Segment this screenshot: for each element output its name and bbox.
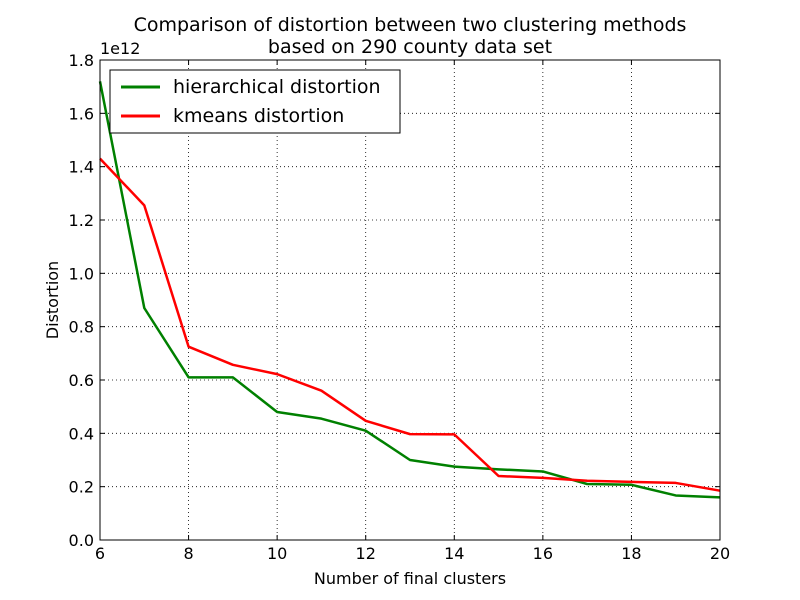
x-tick-label: 14 [444,544,464,563]
y-tick-label: 0.2 [69,478,94,497]
series-line-hierarchical [98,81,721,499]
grid-lines [100,60,720,540]
y-tick-label: 1.8 [69,51,94,70]
y-tick-label: 1.6 [69,104,94,123]
axis-ticks: 6 8 10 12 14 16 18 20 0.0 0.2 0.4 0.6 0.8 1.0 1.2 1.4 1.… [69,51,731,563]
y-axis-label: Distortion [43,261,62,339]
x-tick-label: 10 [267,544,287,563]
x-tick-label: 18 [621,544,641,563]
y-tick-label: 0.6 [69,371,94,390]
x-tick-label: 8 [183,544,193,563]
x-tick-label: 12 [356,544,376,563]
data-series [98,81,721,499]
x-axis-label: Number of final clusters [314,569,506,588]
legend-label-kmeans: kmeans distortion [173,105,344,127]
legend-label-hierarchical: hierarchical distortion [173,76,381,98]
y-tick-label: 1.0 [69,264,94,283]
chart-title-line2: based on 290 county data set [268,36,552,58]
y-tick-label: 0.8 [69,318,94,337]
y-tick-label: 0.0 [69,531,94,550]
legend: hierarchical distortion kmeans distortio… [109,69,401,134]
legend-box [109,69,401,134]
y-multiplier-label: 1e12 [100,39,140,58]
y-tick-label: 1.4 [69,158,94,177]
plot-area-frame [99,59,721,541]
series-line-kmeans [99,157,721,492]
x-tick-label: 20 [710,544,730,563]
chart-title-line1: Comparison of distortion between two clu… [134,14,687,36]
x-tick-label: 6 [95,544,105,563]
y-tick-label: 0.4 [69,424,94,443]
x-tick-label: 16 [533,544,553,563]
y-tick-label: 1.2 [69,211,94,230]
